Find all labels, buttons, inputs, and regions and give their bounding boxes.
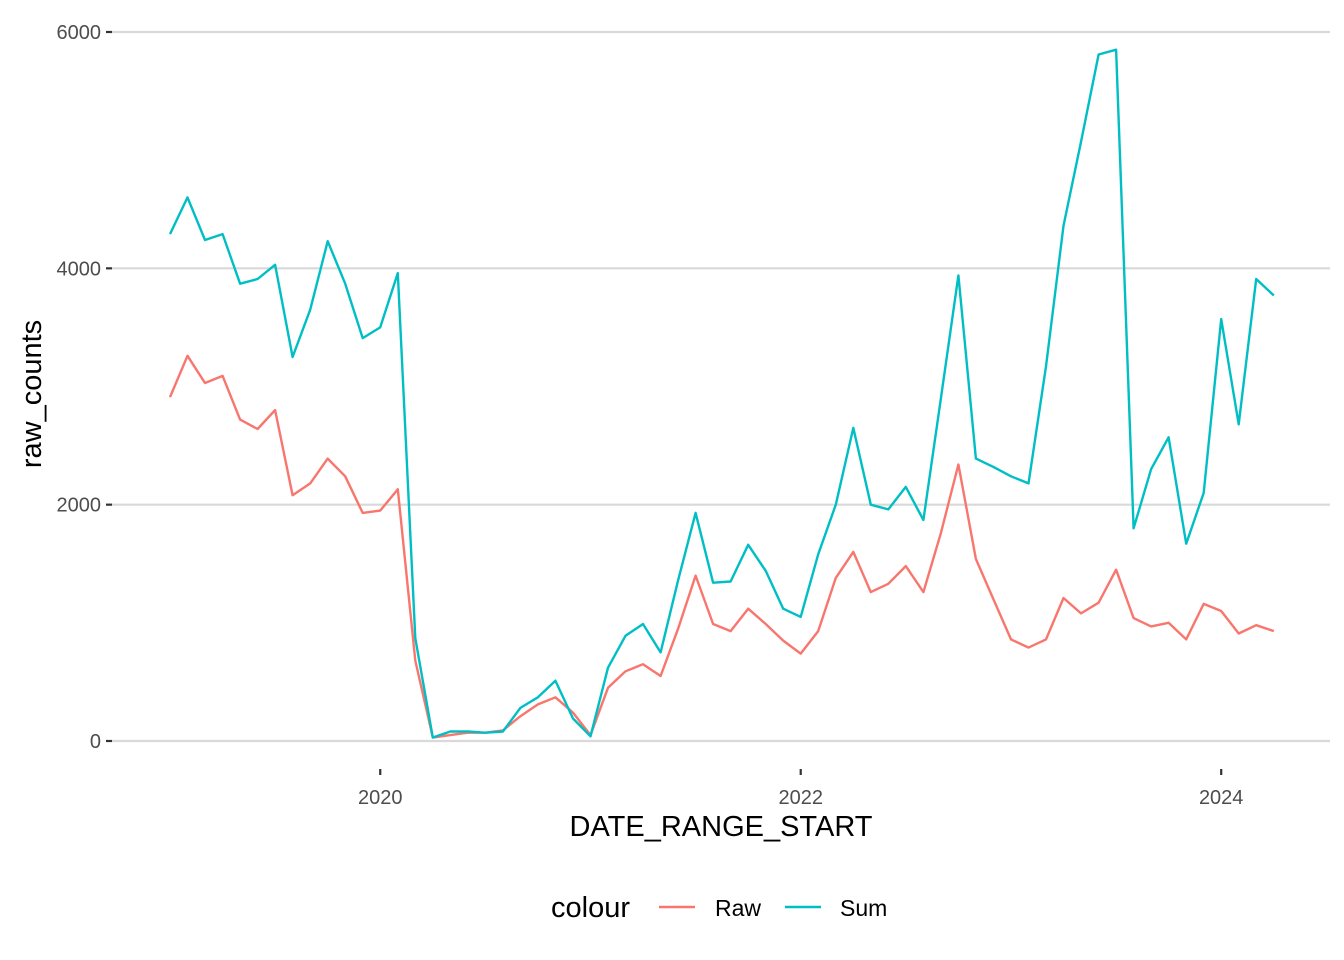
y-tick-label: 4000 — [57, 258, 102, 280]
y-tick-label: 2000 — [57, 495, 102, 517]
legend-item-sum: Sum — [785, 895, 887, 921]
legend-title: colour — [551, 892, 630, 924]
axis-ticks: 0 2000 4000 6000 2020 2022 2024 — [57, 22, 1244, 809]
x-tick-label: 2024 — [1199, 787, 1244, 809]
legend-label-raw: Raw — [715, 895, 761, 921]
y-gridlines — [112, 30, 1330, 743]
legend-label-sum: Sum — [840, 895, 887, 921]
y-tick-label: 6000 — [57, 22, 102, 44]
x-axis-title: DATE_RANGE_START — [570, 811, 873, 843]
x-tick-label: 2022 — [778, 787, 823, 809]
legend: colour Raw Sum — [551, 892, 887, 924]
y-tick-label: 0 — [90, 731, 101, 753]
x-tick-label: 2020 — [358, 787, 403, 809]
series-line-sum — [168, 48, 1275, 739]
series-line-raw — [168, 354, 1275, 739]
series-lines — [168, 48, 1275, 739]
y-axis-title: raw_counts — [16, 320, 48, 468]
legend-item-raw: Raw — [659, 895, 761, 921]
